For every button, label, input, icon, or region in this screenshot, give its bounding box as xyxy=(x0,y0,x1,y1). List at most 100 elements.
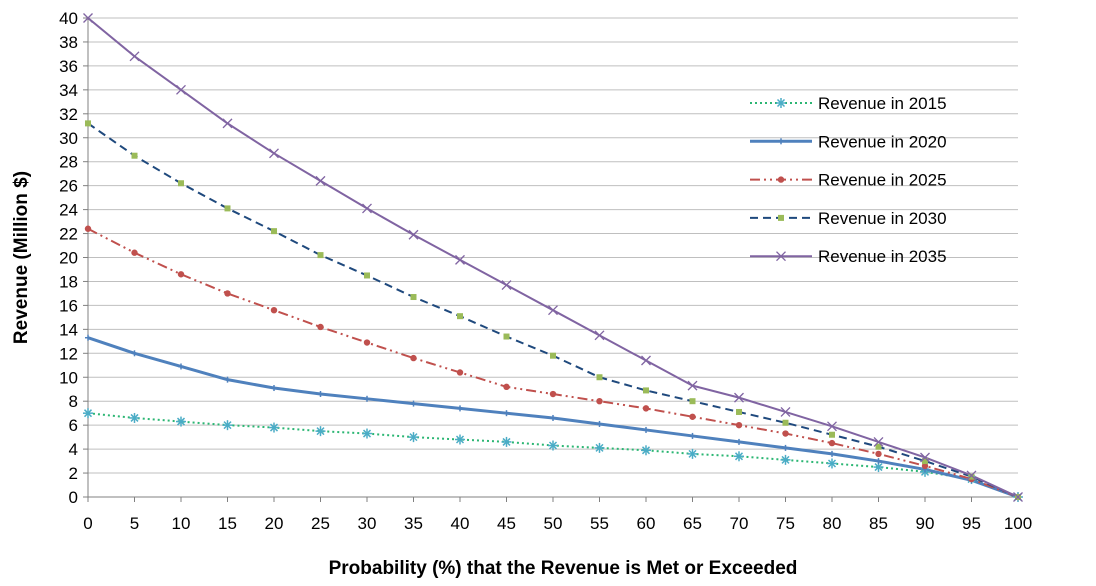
gridlines xyxy=(88,17,1018,474)
legend-entry: Revenue in 2035 xyxy=(750,247,947,266)
x-tick-label: 45 xyxy=(497,514,516,533)
legend-marker xyxy=(777,176,785,183)
y-tick-label: 38 xyxy=(59,33,78,52)
y-tick-label: 14 xyxy=(59,320,78,339)
data-point-4-16 xyxy=(827,421,837,432)
data-point-2-10 xyxy=(549,390,557,398)
data-point-3-15 xyxy=(782,419,789,426)
data-point-2-1 xyxy=(131,249,138,256)
data-point-3-12 xyxy=(643,387,649,394)
x-tick-label: 100 xyxy=(1004,514,1032,533)
data-point-1-12 xyxy=(643,426,649,433)
y-tick-label: 40 xyxy=(59,9,78,28)
data-point-4-1 xyxy=(129,51,140,62)
data-point-2-7 xyxy=(410,354,417,362)
legend-label: Revenue in 2015 xyxy=(818,94,947,113)
data-point-3-11 xyxy=(596,374,603,381)
legend-marker xyxy=(776,251,786,262)
legend-marker xyxy=(778,214,784,221)
data-point-2-0 xyxy=(84,225,92,232)
data-point-4-18 xyxy=(920,452,930,463)
legend-entry: Revenue in 2030 xyxy=(750,209,947,228)
legend-marker xyxy=(776,98,786,108)
data-point-4-2 xyxy=(176,84,186,95)
data-point-3-16 xyxy=(829,431,835,438)
x-tick-label: 55 xyxy=(590,514,609,533)
data-point-1-3 xyxy=(224,376,231,383)
data-point-3-14 xyxy=(736,408,742,415)
data-point-2-5 xyxy=(317,323,324,331)
data-point-4-5 xyxy=(315,175,326,186)
data-point-1-7 xyxy=(410,400,417,407)
x-tick-label: 80 xyxy=(823,514,842,533)
data-point-4-4 xyxy=(269,148,279,159)
x-tick-label: 85 xyxy=(869,514,888,533)
data-point-1-1 xyxy=(131,350,138,357)
y-tick-label: 20 xyxy=(59,249,78,268)
data-point-3-5 xyxy=(317,252,324,259)
y-tick-label: 18 xyxy=(59,272,78,291)
legend-entry: Revenue in 2025 xyxy=(750,171,947,190)
data-point-0-0 xyxy=(83,408,93,419)
data-point-2-18 xyxy=(921,462,929,470)
data-point-0-7 xyxy=(408,432,419,443)
data-point-0-11 xyxy=(594,442,605,453)
data-point-0-2 xyxy=(176,416,186,427)
data-point-1-6 xyxy=(364,395,370,402)
data-point-4-9 xyxy=(501,280,512,291)
data-point-3-0 xyxy=(85,120,91,127)
legend-entry: Revenue in 2020 xyxy=(750,132,947,151)
y-tick-label: 4 xyxy=(69,440,78,459)
data-point-1-17 xyxy=(875,458,882,465)
data-point-4-6 xyxy=(362,203,372,214)
data-point-3-6 xyxy=(364,272,370,279)
y-tick-label: 10 xyxy=(59,368,78,387)
data-point-2-14 xyxy=(735,421,743,429)
data-point-0-10 xyxy=(548,440,558,451)
x-tick-label: 95 xyxy=(962,514,981,533)
data-point-0-1 xyxy=(129,412,140,423)
x-tick-label: 50 xyxy=(544,514,563,533)
x-tick-label: 60 xyxy=(637,514,656,533)
data-point-1-4 xyxy=(271,385,277,392)
y-tick-label: 32 xyxy=(59,105,78,124)
data-point-3-4 xyxy=(271,228,277,235)
y-tick-label: 26 xyxy=(59,177,78,196)
legend-marker xyxy=(778,138,784,145)
data-point-3-8 xyxy=(457,313,463,320)
data-point-1-0 xyxy=(85,334,91,341)
data-point-0-9 xyxy=(501,436,512,447)
data-point-4-7 xyxy=(408,229,419,240)
x-tick-label: 5 xyxy=(130,514,139,533)
y-tick-label: 28 xyxy=(59,153,78,172)
data-point-2-17 xyxy=(875,450,882,458)
legend: Revenue in 2015 Revenue in 2020 Revenue in… xyxy=(750,94,947,266)
data-point-0-12 xyxy=(641,445,651,456)
legend-label: Revenue in 2035 xyxy=(818,247,947,266)
data-point-0-3 xyxy=(222,420,233,431)
data-point-1-14 xyxy=(736,438,742,445)
data-point-4-13 xyxy=(687,380,698,391)
x-tick-label: 65 xyxy=(683,514,702,533)
data-point-4-8 xyxy=(455,254,465,265)
y-tick-label: 8 xyxy=(69,392,78,411)
legend-label: Revenue in 2025 xyxy=(818,171,947,190)
legend-label: Revenue in 2020 xyxy=(818,132,947,151)
legend-entry: Revenue in 2015 xyxy=(750,94,947,113)
x-tick-label: 15 xyxy=(218,514,237,533)
data-point-3-17 xyxy=(875,443,882,450)
data-point-1-15 xyxy=(782,444,789,451)
x-tick-label: 10 xyxy=(172,514,191,533)
data-point-3-3 xyxy=(224,205,231,212)
data-point-0-13 xyxy=(687,448,698,459)
y-tick-label: 2 xyxy=(69,464,78,483)
legend-label: Revenue in 2030 xyxy=(818,209,947,228)
data-point-1-10 xyxy=(550,414,556,421)
x-tick-label: 35 xyxy=(404,514,423,533)
data-point-0-16 xyxy=(827,458,837,469)
data-point-4-3 xyxy=(222,118,233,129)
data-point-0-14 xyxy=(734,451,744,462)
data-point-2-8 xyxy=(456,369,464,376)
data-point-3-19 xyxy=(968,473,975,480)
data-point-1-5 xyxy=(317,391,324,398)
